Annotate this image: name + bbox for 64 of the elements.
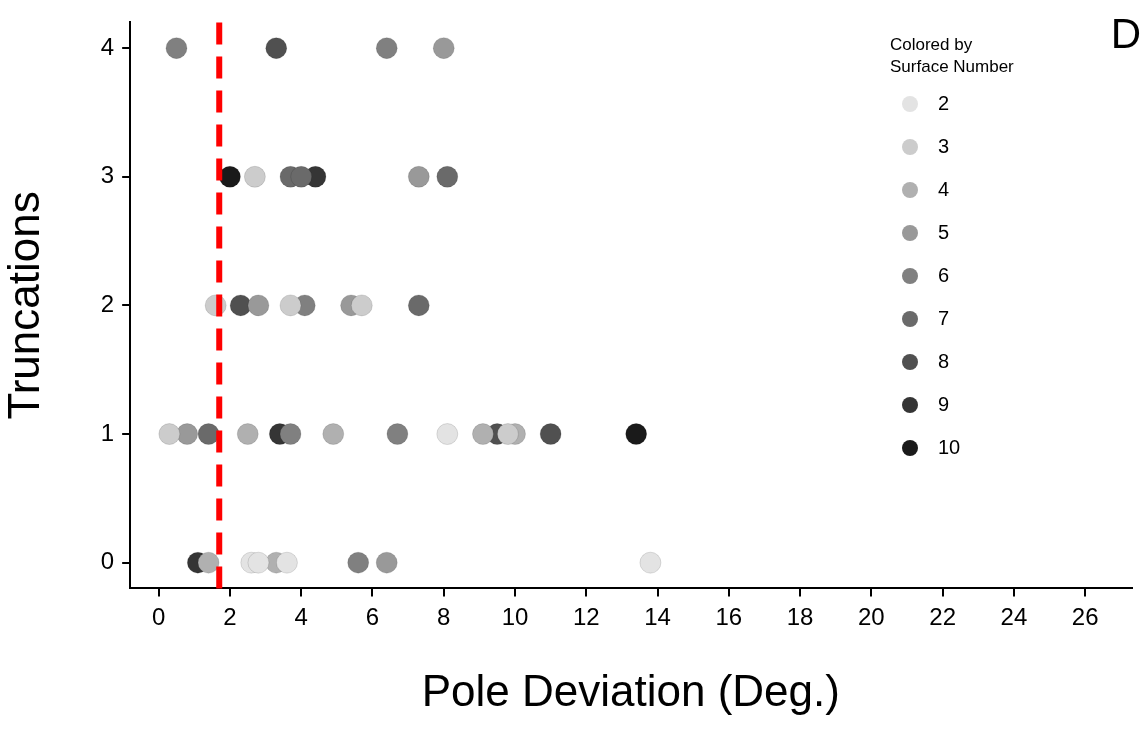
x-tick-label: 16 [715, 603, 743, 631]
point [375, 37, 398, 60]
point [350, 294, 373, 317]
x-tick-label: 26 [1071, 603, 1099, 631]
y-tick-label: 1 [100, 418, 115, 446]
legend-label: 2 [938, 92, 950, 115]
legend-label: 8 [938, 350, 950, 373]
point [375, 551, 398, 574]
point [158, 423, 181, 446]
point [176, 423, 199, 446]
point [436, 165, 459, 188]
x-tick-label: 12 [572, 603, 600, 631]
legend-label: 3 [938, 135, 950, 158]
point [432, 37, 455, 60]
point [436, 423, 459, 446]
legend-label: 6 [938, 264, 950, 287]
point [407, 165, 430, 188]
point [197, 423, 220, 446]
legend-label: 9 [938, 393, 950, 416]
x-tick-label: 10 [501, 603, 529, 631]
y-tick-label: 2 [100, 290, 115, 318]
point [471, 423, 494, 446]
point [279, 423, 302, 446]
x-tick-label: 24 [1000, 603, 1028, 631]
legend-title: Colored by Surface Number [890, 34, 1015, 78]
point [165, 37, 188, 60]
x-tick-label: 6 [365, 603, 380, 631]
x-tick-label: 22 [929, 603, 956, 631]
x-tick-label: 2 [223, 603, 237, 631]
x-tick-label: 4 [294, 603, 308, 631]
x-tick-label: 14 [644, 603, 671, 631]
x-tick-label: 8 [437, 603, 451, 631]
x-tick-label: 0 [151, 603, 166, 631]
point [290, 165, 313, 188]
point [275, 551, 298, 574]
x-axis-title: Pole Deviation (Deg.) [421, 665, 840, 715]
point [639, 551, 662, 574]
point [322, 423, 345, 446]
point [347, 551, 370, 574]
y-tick-label: 4 [100, 32, 115, 60]
point [279, 294, 302, 317]
legend-label: 10 [938, 436, 961, 459]
legend-label: 5 [938, 221, 950, 244]
point [197, 551, 220, 574]
legend-label: 7 [938, 307, 950, 330]
point [243, 165, 266, 188]
point [625, 423, 648, 446]
x-tick-label: 20 [858, 603, 885, 631]
point [247, 294, 270, 317]
point [218, 165, 241, 188]
y-tick-label: 0 [100, 547, 115, 575]
point [247, 551, 270, 574]
point [496, 423, 519, 446]
point [386, 423, 409, 446]
point [407, 294, 430, 317]
y-axis-title: Truncations [0, 191, 48, 420]
legend-label: 4 [938, 178, 950, 201]
annotation: D [1110, 10, 1141, 58]
point [539, 423, 562, 446]
point [265, 37, 288, 60]
point [236, 423, 259, 446]
point [229, 294, 252, 317]
x-tick-label: 18 [786, 603, 814, 631]
y-tick-label: 3 [100, 161, 115, 189]
